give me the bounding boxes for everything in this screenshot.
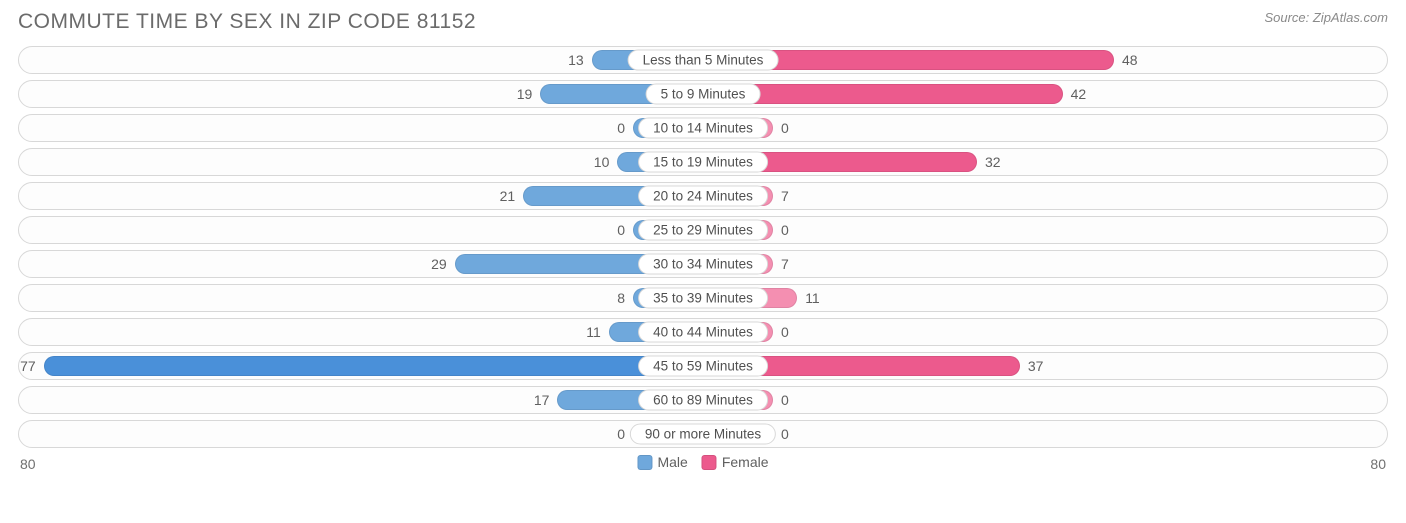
category-label: 10 to 14 Minutes <box>638 118 768 139</box>
male-value: 19 <box>517 86 533 102</box>
female-value: 0 <box>781 426 789 442</box>
female-value: 7 <box>781 256 789 272</box>
category-label: 60 to 89 Minutes <box>638 390 768 411</box>
category-label: 5 to 9 Minutes <box>646 84 761 105</box>
male-value: 0 <box>617 120 625 136</box>
male-value: 29 <box>431 256 447 272</box>
category-label: Less than 5 Minutes <box>628 50 779 71</box>
male-bar <box>44 356 703 376</box>
female-value: 0 <box>781 222 789 238</box>
male-swatch-icon <box>637 455 652 470</box>
male-value: 21 <box>500 188 516 204</box>
category-label: 25 to 29 Minutes <box>638 220 768 241</box>
bar-row: 0 0 25 to 29 Minutes <box>18 216 1388 244</box>
female-value: 0 <box>781 324 789 340</box>
female-swatch-icon <box>702 455 717 470</box>
bar-row: 10 32 15 to 19 Minutes <box>18 148 1388 176</box>
bar-row: 13 48 Less than 5 Minutes <box>18 46 1388 74</box>
male-value: 8 <box>617 290 625 306</box>
bar-row: 19 42 5 to 9 Minutes <box>18 80 1388 108</box>
female-value: 0 <box>781 392 789 408</box>
female-value: 37 <box>1028 358 1044 374</box>
male-value: 13 <box>568 52 584 68</box>
category-label: 45 to 59 Minutes <box>638 356 768 377</box>
axis-max-left: 80 <box>20 456 36 472</box>
chart-source: Source: ZipAtlas.com <box>1264 10 1388 25</box>
female-value: 42 <box>1071 86 1087 102</box>
bar-row: 17 0 60 to 89 Minutes <box>18 386 1388 414</box>
chart-title: COMMUTE TIME BY SEX IN ZIP CODE 81152 <box>18 10 476 34</box>
male-value: 0 <box>617 426 625 442</box>
legend-male-label: Male <box>657 454 687 470</box>
legend: Male Female <box>637 454 768 470</box>
bar-row: 0 0 90 or more Minutes <box>18 420 1388 448</box>
bar-row: 29 7 30 to 34 Minutes <box>18 250 1388 278</box>
bar-row: 0 0 10 to 14 Minutes <box>18 114 1388 142</box>
category-label: 15 to 19 Minutes <box>638 152 768 173</box>
female-value: 48 <box>1122 52 1138 68</box>
bar-row: 8 11 35 to 39 Minutes <box>18 284 1388 312</box>
legend-female-label: Female <box>722 454 769 470</box>
bar-row: 11 0 40 to 44 Minutes <box>18 318 1388 346</box>
legend-item-male: Male <box>637 454 687 470</box>
axis-max-right: 80 <box>1370 456 1386 472</box>
bar-row: 21 7 20 to 24 Minutes <box>18 182 1388 210</box>
diverging-bar-chart: 13 48 Less than 5 Minutes 19 42 5 to 9 Minute… <box>18 46 1388 448</box>
male-value: 10 <box>594 154 610 170</box>
category-label: 40 to 44 Minutes <box>638 322 768 343</box>
category-label: 30 to 34 Minutes <box>638 254 768 275</box>
bar-row: 77 37 45 to 59 Minutes <box>18 352 1388 380</box>
female-value: 7 <box>781 188 789 204</box>
female-value: 11 <box>805 290 820 306</box>
female-value: 0 <box>781 120 789 136</box>
category-label: 35 to 39 Minutes <box>638 288 768 309</box>
male-value: 17 <box>534 392 550 408</box>
legend-item-female: Female <box>702 454 769 470</box>
male-value: 11 <box>586 324 601 340</box>
male-value: 0 <box>617 222 625 238</box>
female-value: 32 <box>985 154 1001 170</box>
male-value: 77 <box>20 358 36 374</box>
category-label: 90 or more Minutes <box>630 424 776 445</box>
category-label: 20 to 24 Minutes <box>638 186 768 207</box>
